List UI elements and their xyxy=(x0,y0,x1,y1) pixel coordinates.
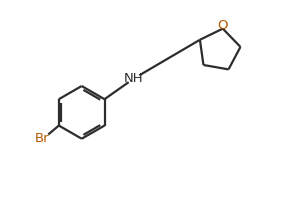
Text: O: O xyxy=(218,19,228,32)
Text: NH: NH xyxy=(124,72,144,85)
Text: Br: Br xyxy=(34,132,49,145)
